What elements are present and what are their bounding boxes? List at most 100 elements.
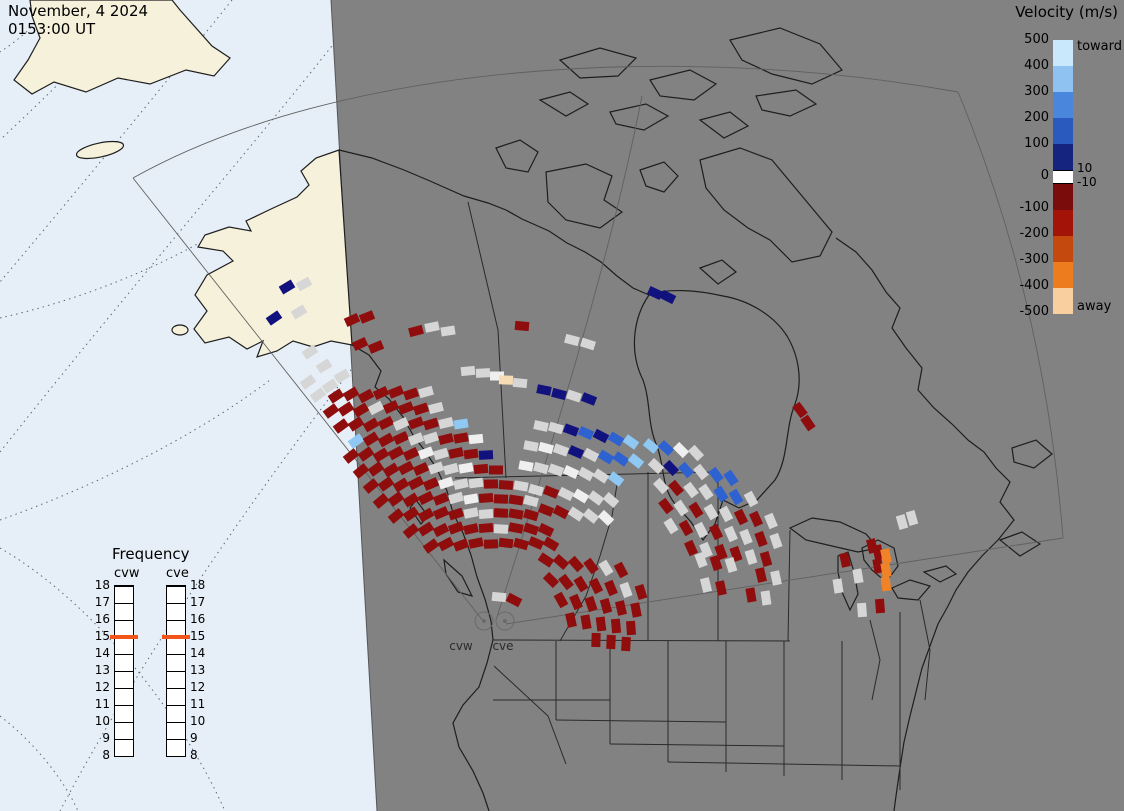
radar-data-cell <box>572 488 590 504</box>
radar-data-cell <box>634 583 648 601</box>
frequency-tick-label: 15 <box>190 629 206 643</box>
radar-data-cell <box>723 469 739 487</box>
radar-data-cell <box>615 600 627 616</box>
radar-data-cell <box>422 431 440 445</box>
radar-data-cell <box>607 471 625 487</box>
radar-data-cell <box>659 289 677 305</box>
radar-data-cell <box>417 446 435 460</box>
radar-data-cell <box>553 591 569 609</box>
st-lawrence-island <box>75 140 125 160</box>
radar-data-cell <box>745 587 757 603</box>
radar-data-cell <box>569 593 583 611</box>
radar-data-cell <box>478 450 494 460</box>
radar-fov-boundaries <box>132 65 1064 625</box>
radar-data-cell <box>621 636 631 652</box>
radar-data-cell <box>508 494 524 506</box>
frequency-tick-label: 13 <box>190 663 206 677</box>
radar-data-cell <box>278 279 296 295</box>
radar-data-cell <box>770 570 782 586</box>
west-coastline <box>351 344 494 811</box>
radar-data-cell <box>562 464 580 480</box>
radar-data-cell <box>478 493 494 503</box>
radar-data-cell <box>872 558 884 574</box>
radar-data-cell <box>699 541 713 559</box>
frequency-tick-label: 12 <box>190 680 206 694</box>
radar-data-cell <box>905 510 919 526</box>
radar-data-cell <box>577 466 595 482</box>
radar-data-cell <box>460 365 476 377</box>
radar-data-cell <box>558 573 574 591</box>
radar-data-cell <box>483 539 499 549</box>
radar-data-cell <box>668 479 684 497</box>
radar-data-cell <box>483 479 499 489</box>
radar-data-cell <box>402 492 420 508</box>
velocity-tick-label: 0 <box>1040 168 1049 183</box>
frequency-tick-label: 8 <box>190 748 198 762</box>
frequency-scale-right: 18 17 16 15 14 13 12 11 10 9 8 <box>186 578 212 765</box>
radar-data-cell <box>468 433 484 445</box>
radar-data-cell <box>342 386 360 402</box>
radar-data-cell <box>498 480 514 490</box>
radar-data-cell <box>598 559 614 577</box>
frequency-column-labels: cvw cve <box>88 566 238 581</box>
radar-data-cell <box>733 508 749 526</box>
velocity-tick-label: 300 <box>1024 84 1049 99</box>
radar-data-cell <box>715 580 727 596</box>
radar-data-cell <box>687 444 705 462</box>
radar-data-cell <box>713 485 729 503</box>
radar-data-cell <box>440 325 456 337</box>
radar-data-cell <box>547 463 565 477</box>
radar-data-cell <box>343 313 361 327</box>
radar-data-cell <box>592 428 610 444</box>
radar-data-cell <box>642 438 660 454</box>
radar-data-cell <box>402 506 420 522</box>
radar-data-cell <box>792 401 808 419</box>
radar-data-cell <box>422 538 440 554</box>
radar-data-cell <box>512 377 528 389</box>
frequency-legend-title: Frequency <box>112 545 190 563</box>
radar-data-cell <box>613 561 629 579</box>
radar-data-cell <box>533 461 549 475</box>
toward-label: toward <box>1077 39 1123 54</box>
frequency-bar-cve <box>162 585 190 757</box>
radar-data-cell <box>513 537 529 551</box>
graticule-lines <box>0 0 369 811</box>
radar-data-cell <box>602 492 620 508</box>
radar-data-cell <box>351 336 369 352</box>
radar-data-cell <box>362 478 380 494</box>
coastlines <box>338 27 1053 811</box>
radar-data-cell <box>728 488 744 506</box>
velocity-tick-label: 200 <box>1024 110 1049 125</box>
timestamp-block: November, 4 2024 0153:00 UT <box>8 2 148 38</box>
radar-data-cell <box>424 321 440 333</box>
velocity-colorbar-segment <box>1053 262 1073 288</box>
radar-data-cell <box>372 493 390 509</box>
radar-data-cell <box>423 417 439 431</box>
frequency-highlight-cve <box>162 635 190 639</box>
radar-data-cell <box>537 522 555 538</box>
frequency-column-label-cvw: cvw <box>114 566 140 581</box>
inner-tick-plus10: 10 <box>1077 161 1093 175</box>
radar-data-cell <box>595 616 607 632</box>
radar-data-cell <box>839 552 851 568</box>
radar-data-cell <box>527 536 545 550</box>
radar-data-cell <box>708 466 724 484</box>
velocity-colorbar-segment <box>1053 210 1073 236</box>
radar-data-cell <box>362 417 380 433</box>
radar-data-cell <box>565 612 577 628</box>
radar-data-cell <box>265 310 283 326</box>
radar-data-cell <box>852 568 864 584</box>
radar-data-cell <box>627 453 645 469</box>
radar-data-cell <box>658 497 674 515</box>
radar-data-cell <box>577 426 595 440</box>
radar-data-cell <box>724 525 738 543</box>
radar-data-cell <box>428 401 444 415</box>
radar-data-cell <box>342 448 360 464</box>
radar-data-cell <box>542 536 560 552</box>
radar-data-cell <box>447 521 465 535</box>
radar-data-cell <box>533 420 549 432</box>
haida-gwaii <box>409 499 429 525</box>
radar-data-cell <box>392 430 410 446</box>
radar-data-cell <box>714 543 728 561</box>
